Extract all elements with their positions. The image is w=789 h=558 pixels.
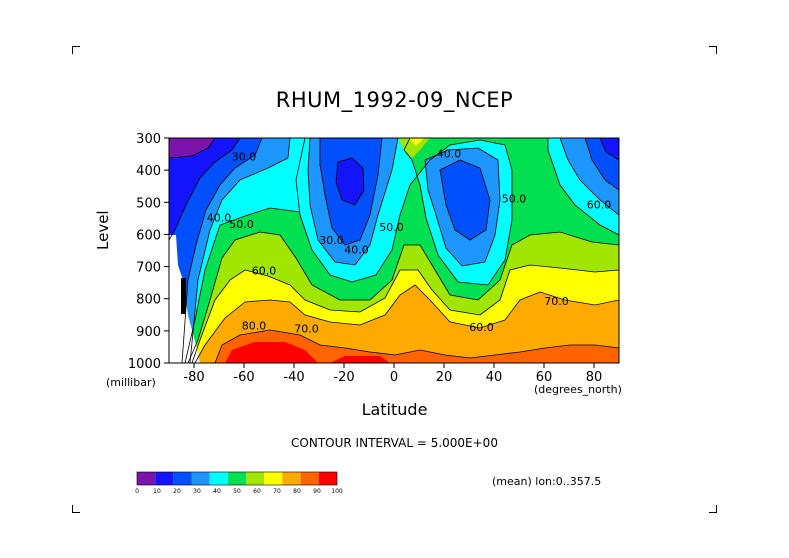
contour-label: 40.0	[344, 244, 369, 257]
x-tick-label: 0	[390, 370, 398, 385]
x-axis-label: Latitude	[361, 400, 428, 419]
fill-band-equator-top-yellow	[408, 138, 424, 146]
y-tick-label: 300	[136, 132, 161, 147]
x-tick-label: 20	[436, 370, 453, 385]
mean-longitude-note: (mean) lon:0..357.5	[492, 475, 602, 488]
y-tick-label: 600	[136, 228, 161, 243]
contour-label: 60.0	[587, 199, 612, 212]
x-tick-label: 80	[586, 370, 603, 385]
colorbar-swatch	[318, 472, 337, 485]
fill-band-40	[169, 138, 619, 363]
x-tick-label: 40	[486, 370, 503, 385]
y-tick-label: 400	[136, 164, 161, 179]
colorbar-level-label: 40	[213, 488, 221, 495]
contour-label: 60.0	[469, 321, 494, 334]
colorbar-level-label: 30	[193, 488, 201, 495]
colorbar-swatch	[155, 472, 174, 485]
x-tick-label: -20	[333, 370, 354, 385]
colorbar-swatch	[173, 472, 192, 485]
x-axis-unit: (degrees_north)	[534, 383, 622, 396]
colorbar-swatch	[300, 472, 319, 485]
contour-label-layer: 30.040.050.060.080.0 70.030.040.050.040.0…	[207, 147, 612, 335]
colorbar-swatch	[246, 472, 265, 485]
fill-band-95	[225, 342, 390, 363]
colorbar-swatch	[264, 472, 283, 485]
x-tick-label: -80	[183, 370, 204, 385]
contour-label: 40.0	[437, 147, 462, 160]
colorbar-level-label: 50	[233, 488, 241, 495]
crop-mark-tl	[72, 46, 80, 54]
crop-mark-br	[709, 505, 717, 513]
chart-title: RHUM_1992-09_NCEP	[275, 88, 514, 112]
colorbar-swatch	[191, 472, 210, 485]
colorbar-level-label: 100	[331, 488, 343, 495]
contour-label: 30.0	[232, 151, 257, 164]
colorbar-level-label: 20	[173, 488, 181, 495]
colorbar-frame	[136, 471, 338, 486]
y-tick-label: 500	[136, 196, 161, 211]
contour-interval-note: CONTOUR INTERVAL = 5.000E+00	[291, 436, 498, 450]
colorbar-swatch	[137, 472, 156, 485]
colorbar-level-label: 60	[253, 488, 261, 495]
contour-field	[169, 138, 619, 363]
contour-label: 50.0	[229, 218, 254, 231]
colorbar-level-label: 90	[313, 488, 321, 495]
colorbar-swatch	[209, 472, 228, 485]
y-tick-label: 800	[136, 293, 161, 308]
contour-label: 80.0	[242, 319, 267, 332]
y-tick-label: 900	[136, 325, 161, 340]
fill-band-equator-top	[398, 138, 430, 158]
contour-label: 70.0	[544, 295, 569, 308]
x-tick-label: -40	[283, 370, 304, 385]
colorbar-level-label: 70	[273, 488, 281, 495]
contour-label: 40.0	[207, 212, 232, 225]
y-axis-unit: (millibar)	[106, 376, 156, 389]
colorbar-swatch	[282, 472, 301, 485]
y-tick-label: 700	[136, 261, 161, 276]
colorbar-level-label: 10	[153, 488, 161, 495]
southern-edge-mark	[181, 278, 186, 314]
y-tick-layer: 300 400 500 600 700 800 900 1000	[128, 132, 169, 372]
contour-label: 70.0	[294, 322, 319, 335]
x-tick-label: -60	[233, 370, 254, 385]
colorbar-swatch	[227, 472, 247, 485]
crop-mark-tr	[709, 46, 717, 54]
fill-band-10	[169, 138, 619, 240]
colorbar-level-label: 0	[135, 488, 139, 495]
fill-band-90	[215, 330, 619, 363]
contour-label: 30.0	[319, 234, 344, 247]
x-tick-layer: -80 -60 -40 -20 0 20 40 60 80	[183, 363, 602, 385]
contour-label: 50.0	[502, 192, 527, 205]
contour-label: 60.0	[252, 265, 277, 278]
y-tick-label: 1000	[128, 357, 161, 372]
fill-band-0	[169, 138, 215, 158]
contour-lines	[169, 138, 619, 363]
colorbar-level-label: 80	[293, 488, 301, 495]
contour-label: 50.0	[379, 221, 404, 234]
x-tick-label: 60	[536, 370, 553, 385]
crop-mark-bl	[72, 505, 80, 513]
